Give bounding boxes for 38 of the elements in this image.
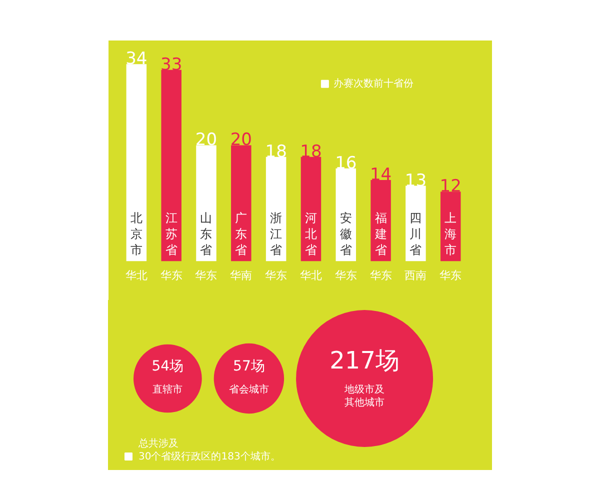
data-label: 54场	[152, 358, 184, 374]
category-label: 直辖市	[152, 384, 183, 396]
data-label: 14	[370, 165, 392, 185]
category-label: 省会城市	[228, 384, 269, 396]
x-tick-label: 北京市	[130, 210, 142, 258]
category-label: 地级市及其他城市	[344, 384, 385, 409]
annotation: 华南	[230, 268, 252, 282]
text: 总共涉及 30个省级行政区的183个城市。	[138, 437, 280, 463]
data-label: 34	[126, 49, 148, 70]
annotation: 华东	[370, 268, 392, 282]
data-label: 13	[404, 170, 427, 191]
x-tick-label: 浙江省	[270, 210, 282, 258]
data-label: 217场	[330, 346, 400, 374]
annotation: 华东	[265, 268, 288, 282]
data-label: 33	[160, 54, 182, 75]
annotation: 华北	[125, 268, 148, 282]
annotation: 西南	[404, 268, 427, 282]
x-tick-label: 广东省	[235, 210, 248, 258]
data-label: 12	[440, 176, 462, 197]
data-label: 16	[335, 153, 357, 174]
data-label: 18	[300, 142, 322, 162]
data-label: 18	[265, 142, 287, 162]
annotation: 华东	[160, 268, 182, 282]
data-label: 20	[195, 130, 218, 150]
x-tick-label: 四川省	[410, 210, 422, 258]
annotation: 华东	[440, 268, 462, 282]
data-label: 20	[230, 130, 252, 150]
x-tick-label: 江苏省	[165, 210, 178, 258]
data-label: 57场	[233, 358, 265, 374]
x-tick-label: 安徽省	[340, 210, 352, 258]
x-tick-label: 山东省	[200, 210, 212, 258]
annotation: 华北	[300, 268, 322, 282]
x-tick-label: 河北省	[304, 210, 317, 258]
x-tick-label: 上海市	[444, 210, 457, 258]
annotation: 华东	[195, 268, 218, 282]
legend-label: 办赛次数前十省份	[334, 77, 414, 90]
annotation: 华东	[334, 268, 357, 282]
x-tick-label: 福建省	[374, 210, 387, 258]
